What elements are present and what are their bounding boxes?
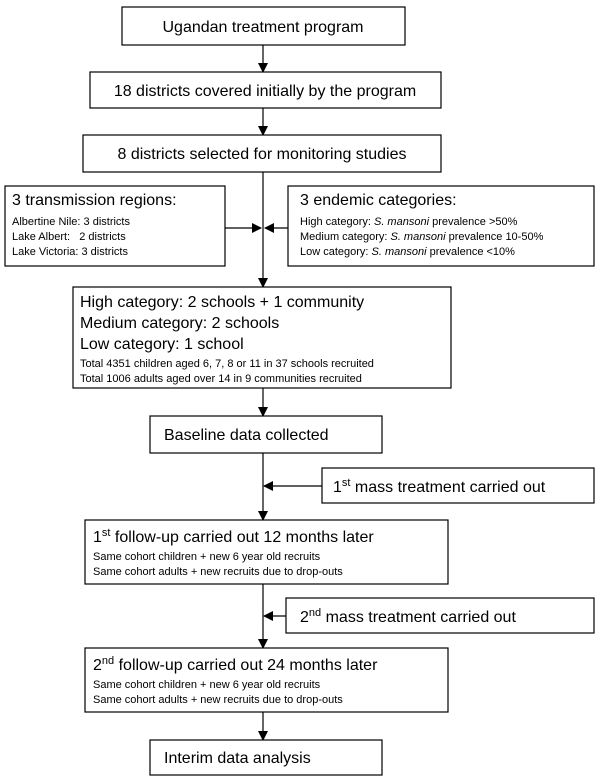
node-regions: 3 transmission regions: Albertine Nile: … [4, 185, 226, 267]
node-detail: Lake Victoria: 3 districts [12, 246, 128, 258]
node-recruitment: High category: 2 schools + 1 community M… [72, 286, 452, 389]
node-treatment2: 2nd mass treatment carried out [285, 597, 595, 634]
node-label: 8 districts selected for monitoring stud… [117, 146, 406, 163]
node-detail: Same cohort adults + new recruits due to… [93, 694, 343, 706]
node-detail: Total 1006 adults aged over 14 in 9 comm… [80, 373, 362, 385]
node-detail: Same cohort children + new 6 year old re… [93, 679, 321, 691]
node-line: Medium category: 2 schools [80, 315, 279, 332]
node-line: Low category: 1 school [80, 336, 244, 353]
node-detail: High category: S. mansoni prevalence >50… [300, 216, 518, 228]
node-label: 2nd mass treatment carried out [300, 607, 516, 626]
node-start: Ugandan treatment program [121, 6, 406, 46]
node-label: Interim data analysis [164, 750, 311, 767]
connectors [225, 45, 322, 741]
node-followup2: 2nd follow-up carried out 24 months late… [84, 647, 449, 713]
node-title: 3 transmission regions: [12, 192, 177, 209]
node-detail: Lake Albert: 2 districts [12, 231, 126, 243]
node-label: Ugandan treatment program [163, 19, 364, 36]
node-title: 3 endemic categories: [300, 192, 457, 209]
node-detail: Total 4351 children aged 6, 7, 8 or 11 i… [80, 358, 374, 370]
node-detail: Low category: S. mansoni prevalence <10% [300, 246, 515, 258]
node-label: Baseline data collected [164, 427, 329, 444]
node-label: 1st mass treatment carried out [333, 477, 546, 496]
node-followup1: 1st follow-up carried out 12 months late… [84, 519, 449, 585]
node-analysis: Interim data analysis [149, 739, 383, 776]
node-detail: Medium category: S. mansoni prevalence 1… [300, 231, 544, 243]
node-detail: Albertine Nile: 3 districts [12, 216, 130, 228]
node-detail: Same cohort adults + new recruits due to… [93, 566, 343, 578]
node-selected: 8 districts selected for monitoring stud… [82, 134, 442, 173]
node-endemic: 3 endemic categories: High category: S. … [287, 185, 595, 267]
node-label: 18 districts covered initially by the pr… [114, 83, 416, 100]
node-title: 1st follow-up carried out 12 months late… [93, 527, 374, 546]
node-line: High category: 2 schools + 1 community [80, 294, 364, 311]
node-districts: 18 districts covered initially by the pr… [89, 71, 442, 109]
node-baseline: Baseline data collected [149, 415, 383, 454]
node-detail: Same cohort children + new 6 year old re… [93, 551, 321, 563]
node-title: 2nd follow-up carried out 24 months late… [93, 655, 378, 674]
node-treatment1: 1st mass treatment carried out [321, 467, 595, 504]
